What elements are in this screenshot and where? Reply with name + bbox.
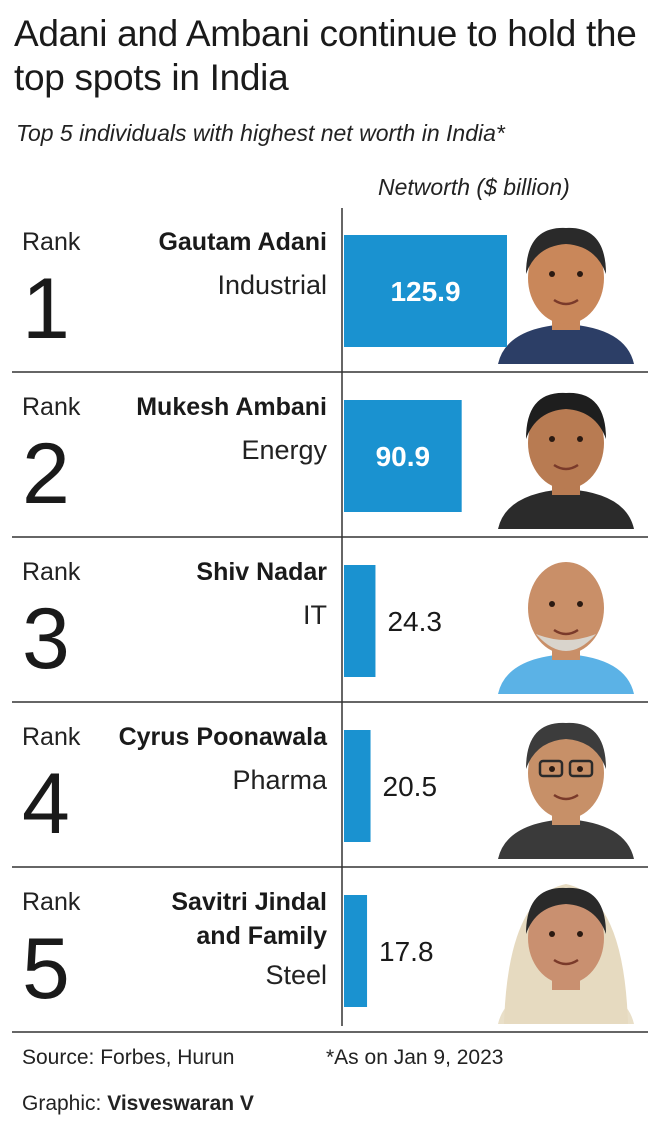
bar-1 [344,235,507,347]
rank-label-5: Rank [22,888,81,916]
rank-number-3: 3 [22,591,70,687]
portrait-eye-left [549,601,555,607]
source-note: Source: Forbes, Hurun [22,1046,235,1069]
portrait-eye-right [577,931,583,937]
portrait-shoulders [498,324,634,364]
sector-label-3: IT [303,600,327,630]
graphic-credit-author: Visveswaran V [107,1092,254,1115]
bar-3 [344,565,376,677]
portrait-beard [536,634,596,651]
value-label-1: 125.9 [390,276,460,307]
axis-title: Networth ($ billion) [378,174,570,200]
portrait-hair [526,887,606,934]
sector-label-1: Industrial [217,270,327,300]
portrait-shoulders [498,489,634,529]
rank-label-4: Rank [22,723,81,751]
portrait-1 [498,227,634,364]
portrait-shoulders [498,654,634,694]
portrait-head [528,727,604,819]
rank-label-3: Rank [22,558,81,586]
rank-number-5: 5 [22,921,70,1017]
person-name-2: Mukesh Ambani [136,393,327,421]
portrait-eye-left [549,766,555,772]
portrait-5 [498,884,634,1024]
portrait-3 [498,562,634,694]
value-label-2: 90.9 [376,441,431,472]
rank-label-1: Rank [22,228,81,256]
sector-label-5: Steel [265,960,327,990]
chart-subtitle: Top 5 individuals with highest net worth… [16,120,505,146]
value-label-4: 20.5 [383,771,438,802]
portrait-mouth [553,958,579,966]
portrait-head [528,562,604,654]
chart-title: Adani and Ambani continue to hold the to… [14,13,637,98]
portrait-eye-left [549,931,555,937]
bar-4 [344,730,371,842]
portrait-eye-left [549,271,555,277]
bar-5 [344,895,368,1007]
portrait-shoulders [498,819,634,859]
rank-number-1: 1 [22,261,70,357]
portrait-glasses-right [568,759,594,778]
portrait-eye-right [577,436,583,442]
portrait-mouth [553,463,579,471]
portrait-hair [526,722,606,769]
portrait-2 [498,392,634,529]
graphic-credit: Graphic: Visveswaran V [22,1092,254,1116]
sector-label-4: Pharma [232,765,328,795]
rank-label-2: Rank [22,393,81,421]
portrait-head [528,892,604,984]
portrait-mouth [553,298,579,306]
rank-number-4: 4 [22,756,70,852]
portrait-eye-right [577,766,583,772]
portrait-glasses-left [538,759,564,778]
bar-2 [344,400,462,512]
portrait-eye-right [577,271,583,277]
date-note: *As on Jan 9, 2023 [326,1046,504,1069]
person-name-5: Savitri Jindal [171,888,327,916]
value-label-3: 24.3 [387,606,442,637]
portrait-hair [526,227,606,274]
portrait-hair [526,392,606,439]
person-name-4: Cyrus Poonawala [119,723,328,751]
portrait-mouth [553,793,579,801]
graphic-credit-prefix: Graphic: [22,1092,102,1115]
portrait-mouth [553,628,579,636]
portrait-eye-right [577,601,583,607]
person-name-1: Gautam Adani [158,228,327,256]
portrait-head [528,397,604,489]
rank-number-2: 2 [22,426,70,522]
person-name-5: and Family [196,922,327,950]
person-name-3: Shiv Nadar [196,558,327,586]
value-label-5: 17.8 [379,936,434,967]
portrait-eye-left [549,436,555,442]
sector-label-2: Energy [241,435,327,465]
portrait-head [528,232,604,324]
portrait-4 [498,722,634,859]
